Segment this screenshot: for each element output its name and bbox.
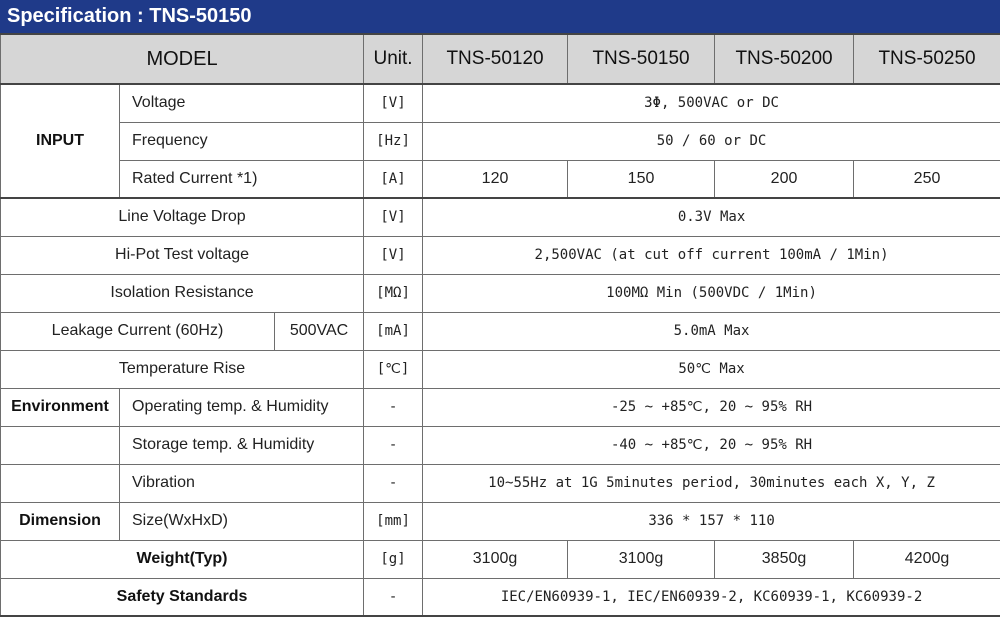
row-size: Dimension Size(WxHxD) [mm] 336 * 157 * 1… xyxy=(0,501,1000,541)
row-temp-rise: Temperature Rise [℃] 50℃ Max xyxy=(0,349,1000,389)
header-row: MODEL Unit. TNS-50120 TNS-50150 TNS-5020… xyxy=(0,33,1000,85)
value-weight-1: 3100g xyxy=(422,539,569,579)
row-safety: Safety Standards - IEC/EN60939-1, IEC/EN… xyxy=(0,577,1000,617)
value-line-voltage-drop: 0.3V Max xyxy=(422,197,1000,237)
value-leakage: 5.0mA Max xyxy=(422,311,1000,351)
label-operating: Operating temp. & Humidity xyxy=(118,387,365,427)
unit-voltage: [V] xyxy=(363,83,424,123)
unit-rated-current: [A] xyxy=(363,159,424,199)
unit-weight: [g] xyxy=(363,539,424,579)
unit-vibration: - xyxy=(363,463,424,503)
value-isolation: 100MΩ Min (500VDC / 1Min) xyxy=(422,273,1000,313)
row-hipot: Hi-Pot Test voltage [V] 2,500VAC (at cut… xyxy=(0,235,1000,275)
row-frequency: Frequency [Hz] 50 / 60 or DC xyxy=(1,121,1000,161)
value-rated-current-4: 250 xyxy=(853,159,1000,199)
value-operating: -25 ~ +85℃, 20 ~ 95% RH xyxy=(422,387,1000,427)
value-frequency: 50 / 60 or DC xyxy=(422,121,1000,161)
value-rated-current-1: 120 xyxy=(422,159,569,199)
unit-header: Unit. xyxy=(363,33,424,85)
label-weight: Weight(Typ) xyxy=(0,539,365,579)
label-frequency: Frequency xyxy=(118,121,365,161)
unit-frequency: [Hz] xyxy=(363,121,424,161)
group-environment-cont xyxy=(0,425,120,465)
value-weight-2: 3100g xyxy=(567,539,716,579)
label-safety: Safety Standards xyxy=(0,577,365,617)
value-storage: -40 ~ +85℃, 20 ~ 95% RH xyxy=(422,425,1000,465)
value-voltage: 3Φ, 500VAC or DC xyxy=(422,83,1000,123)
label-isolation: Isolation Resistance xyxy=(0,273,365,313)
value-rated-current-2: 150 xyxy=(567,159,716,199)
group-input: INPUT xyxy=(0,83,120,199)
label-size: Size(WxHxD) xyxy=(118,501,365,541)
row-operating: Environment Operating temp. & Humidity -… xyxy=(0,387,1000,427)
spec-table: MODEL Unit. TNS-50120 TNS-50150 TNS-5020… xyxy=(0,33,1000,617)
unit-size: [mm] xyxy=(363,501,424,541)
group-environment: Environment xyxy=(0,387,120,427)
row-weight: Weight(Typ) [g] 3100g 3100g 3850g 4200g xyxy=(0,539,1000,579)
row-rated-current: Rated Current *1) [A] 120 150 200 250 xyxy=(1,159,1000,199)
label-hipot: Hi-Pot Test voltage xyxy=(0,235,365,275)
row-isolation: Isolation Resistance [MΩ] 100MΩ Min (500… xyxy=(0,273,1000,313)
value-hipot: 2,500VAC (at cut off current 100mA / 1Mi… xyxy=(422,235,1000,275)
unit-hipot: [V] xyxy=(363,235,424,275)
unit-isolation: [MΩ] xyxy=(363,273,424,313)
value-vibration: 10~55Hz at 1G 5minutes period, 30minutes… xyxy=(422,463,1000,503)
group-environment-cont-2 xyxy=(0,463,120,503)
model-header: MODEL xyxy=(0,33,365,85)
unit-leakage: [mA] xyxy=(363,311,424,351)
label-line-voltage-drop: Line Voltage Drop xyxy=(0,197,365,237)
condition-leakage: 500VAC xyxy=(273,311,365,351)
value-safety: IEC/EN60939-1, IEC/EN60939-2, KC60939-1,… xyxy=(422,577,1000,617)
unit-temp-rise: [℃] xyxy=(363,349,424,389)
row-storage: Storage temp. & Humidity - -40 ~ +85℃, 2… xyxy=(0,425,1000,465)
row-line-voltage-drop: Line Voltage Drop [V] 0.3V Max xyxy=(0,197,1000,237)
label-voltage: Voltage xyxy=(118,83,365,123)
unit-storage: - xyxy=(363,425,424,465)
value-size: 336 * 157 * 110 xyxy=(422,501,1000,541)
label-leakage: Leakage Current (60Hz) xyxy=(0,311,275,351)
page-title: Specification : TNS-50150 xyxy=(0,0,1000,33)
unit-line-voltage-drop: [V] xyxy=(363,197,424,237)
model-col-3: TNS-50200 xyxy=(714,33,855,85)
label-rated-current: Rated Current *1) xyxy=(118,159,365,199)
model-col-4: TNS-50250 xyxy=(853,33,1000,85)
model-col-1: TNS-50120 xyxy=(422,33,569,85)
label-storage: Storage temp. & Humidity xyxy=(118,425,365,465)
row-vibration: Vibration - 10~55Hz at 1G 5minutes perio… xyxy=(0,463,1000,503)
value-weight-4: 4200g xyxy=(853,539,1000,579)
unit-operating: - xyxy=(363,387,424,427)
unit-safety: - xyxy=(363,577,424,617)
label-temp-rise: Temperature Rise xyxy=(0,349,365,389)
model-col-2: TNS-50150 xyxy=(567,33,716,85)
row-voltage: INPUT Voltage [V] 3Φ, 500VAC or DC xyxy=(0,83,1000,199)
label-vibration: Vibration xyxy=(118,463,365,503)
value-rated-current-3: 200 xyxy=(714,159,855,199)
value-weight-3: 3850g xyxy=(714,539,855,579)
group-dimension: Dimension xyxy=(0,501,120,541)
value-temp-rise: 50℃ Max xyxy=(422,349,1000,389)
row-leakage: Leakage Current (60Hz) 500VAC [mA] 5.0mA… xyxy=(0,311,1000,351)
